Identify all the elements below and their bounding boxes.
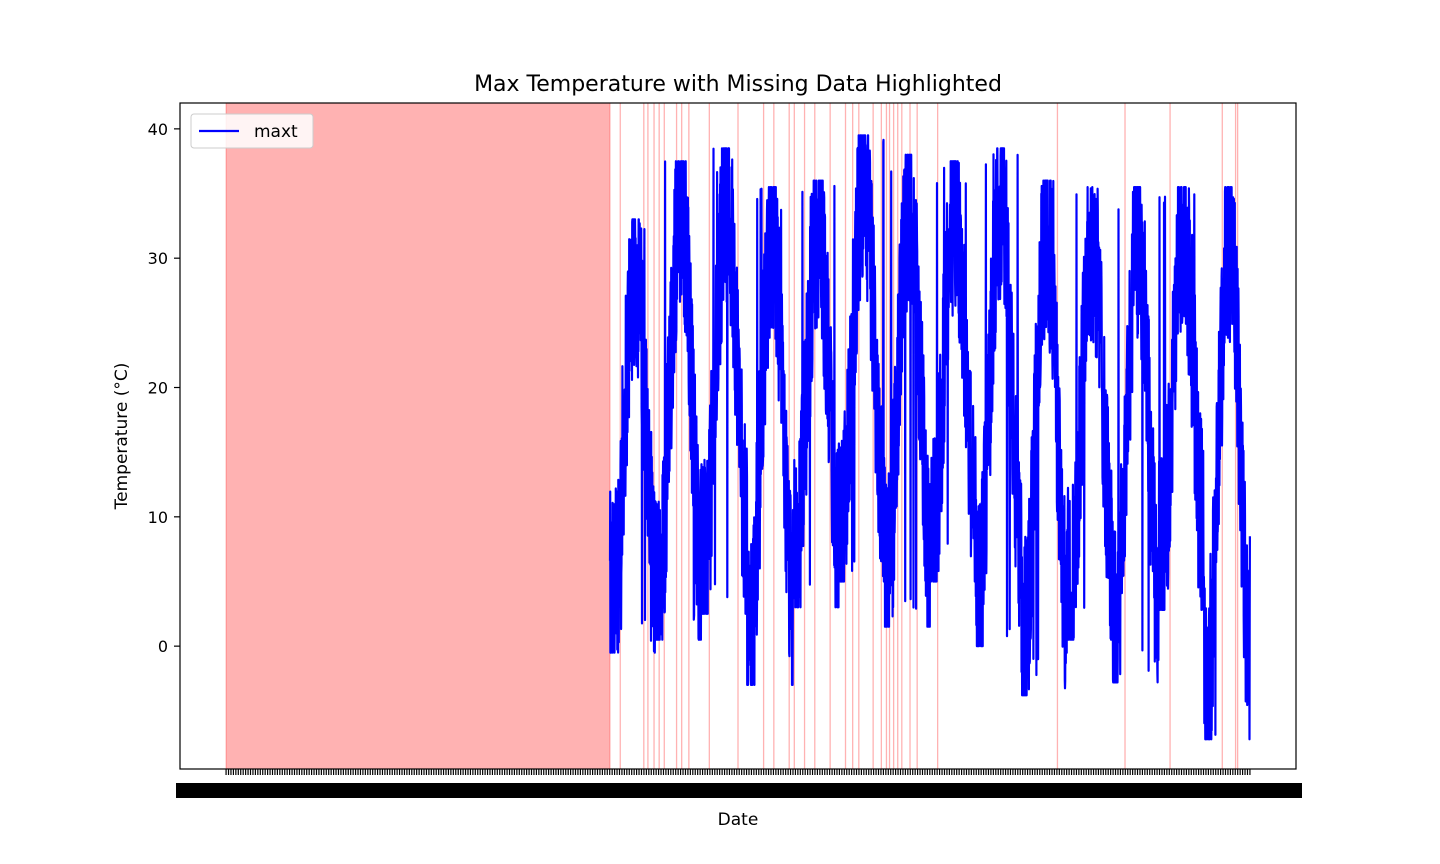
y-tick-label-20: 20 <box>148 379 168 398</box>
y-tick-label-0: 0 <box>158 637 168 656</box>
missing-span <box>225 102 611 770</box>
legend: maxt <box>190 113 314 149</box>
x-axis-label: Date <box>718 810 759 830</box>
y-ticks: 0 10 20 30 40 <box>148 120 180 656</box>
series-line-maxt <box>608 134 1252 741</box>
chart-title: Max Temperature with Missing Data Highli… <box>474 72 1002 97</box>
y-tick-label-40: 40 <box>148 120 168 139</box>
legend-box <box>190 113 314 149</box>
series-layer <box>608 134 1252 741</box>
x-ticks <box>176 769 1302 798</box>
y-tick-label-10: 10 <box>148 508 168 527</box>
x-tick-labels-band <box>176 783 1302 798</box>
y-axis-label: Temperature (°C) <box>112 363 132 511</box>
plot-frame <box>179 102 1297 770</box>
legend-label-maxt: maxt <box>254 122 298 142</box>
y-tick-label-30: 30 <box>148 249 168 268</box>
